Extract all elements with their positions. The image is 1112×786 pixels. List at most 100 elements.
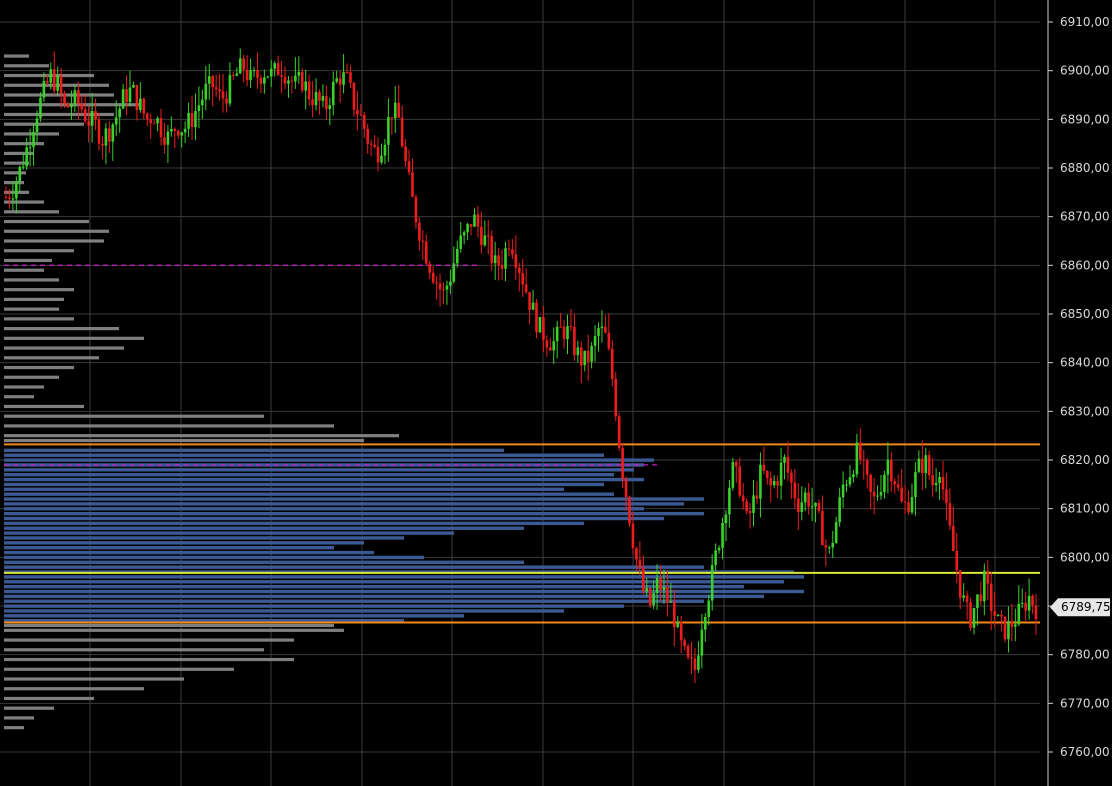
candle-body — [948, 503, 952, 526]
candle-body — [1024, 602, 1027, 611]
volume-profile-bar — [4, 448, 504, 453]
candle-body — [972, 608, 976, 628]
candle-body — [786, 456, 790, 473]
volume-profile-bar — [4, 604, 624, 608]
volume-profile-bar — [4, 580, 784, 584]
volume-profile-bar — [4, 336, 144, 340]
candle-body — [238, 58, 242, 74]
candle-body — [648, 588, 652, 606]
candle-body — [593, 335, 597, 346]
candle-body — [1034, 605, 1038, 620]
candle-body — [769, 477, 773, 486]
candle-body — [1027, 595, 1031, 611]
candle-body — [390, 117, 394, 119]
candle-body — [583, 350, 587, 366]
candle-body — [114, 117, 118, 125]
candle-body — [232, 75, 235, 77]
candle-body — [952, 525, 955, 551]
candle-body — [614, 378, 618, 417]
candle-body — [462, 232, 466, 236]
candle-body — [259, 77, 263, 84]
candle-body — [166, 131, 170, 145]
candle-body — [690, 657, 693, 659]
candle-body — [807, 492, 810, 507]
candle-body — [15, 181, 18, 199]
volume-profile-bar — [4, 229, 109, 233]
candle-body — [511, 249, 514, 255]
candle-body — [70, 103, 73, 108]
candle-body — [724, 514, 728, 523]
candle-body — [641, 567, 645, 592]
price-axis-label: 6900,00 — [1060, 64, 1110, 78]
price-axis-label: 6870,00 — [1060, 210, 1110, 224]
candle-body — [173, 128, 177, 131]
candle-body — [573, 326, 576, 356]
candle-body — [635, 548, 638, 560]
price-axis-label: 6860,00 — [1060, 258, 1110, 272]
candle-body — [411, 172, 414, 197]
volume-profile-bar — [4, 200, 44, 204]
candle-body — [679, 621, 683, 641]
candle-body — [35, 118, 39, 132]
candle-body — [531, 302, 535, 310]
price-axis[interactable]: 6760,006770,006780,006790,006800,006810,… — [1047, 0, 1110, 786]
candle-body — [400, 117, 404, 147]
candle-body — [810, 506, 814, 508]
candle-body — [314, 92, 318, 106]
candle-body — [438, 283, 442, 290]
candle-body — [504, 248, 507, 269]
candle-body — [42, 80, 46, 98]
candle-body — [121, 89, 125, 109]
candle-body — [290, 80, 294, 82]
candle-body — [659, 577, 662, 590]
candle-body — [824, 545, 828, 548]
candle-body — [793, 482, 797, 499]
volume-profile-bar — [4, 356, 99, 360]
candle-body — [466, 224, 469, 233]
candle-body — [225, 98, 228, 104]
candle-body — [46, 80, 49, 83]
price-axis-label: 6760,00 — [1060, 745, 1110, 759]
candle-body — [373, 144, 376, 147]
candle-body — [366, 128, 370, 144]
candle-body — [242, 58, 245, 70]
candle-body — [459, 235, 463, 249]
candle-body — [476, 214, 480, 227]
candle-body — [872, 491, 876, 497]
candle-body — [194, 111, 197, 128]
volume-profile-bar — [4, 550, 374, 555]
volume-profile-bar — [4, 258, 52, 263]
volume-profile-bar — [4, 536, 404, 540]
volume-profile-bar — [4, 278, 59, 282]
candle-body — [276, 63, 280, 76]
candle-body — [600, 326, 604, 329]
candle-body — [741, 495, 745, 502]
candle-body — [1007, 621, 1010, 640]
candle-body — [56, 75, 59, 91]
volume-profile-bar — [4, 307, 59, 311]
volume-profile-bar — [4, 526, 524, 530]
price-axis-label: 6820,00 — [1060, 453, 1110, 467]
candle-body — [676, 621, 680, 628]
candle-body — [986, 570, 990, 584]
candle-body — [721, 522, 724, 548]
candle-body — [77, 90, 80, 104]
candle-body — [263, 77, 266, 84]
candle-body — [965, 595, 969, 603]
candle-body — [700, 629, 704, 656]
candle-body — [283, 76, 287, 84]
candle-body — [383, 144, 387, 156]
candle-body — [97, 119, 101, 144]
candle-body — [662, 587, 666, 590]
candle-body — [331, 81, 335, 106]
candle-body — [404, 146, 407, 162]
candle-body — [483, 235, 487, 246]
volume-profile-bar — [4, 531, 454, 535]
candle-body — [672, 601, 676, 628]
candle-body — [814, 502, 817, 507]
candle-body — [731, 461, 735, 488]
candle-body — [576, 347, 580, 356]
volume-profile-bar — [4, 667, 234, 671]
candle-body — [297, 71, 301, 76]
